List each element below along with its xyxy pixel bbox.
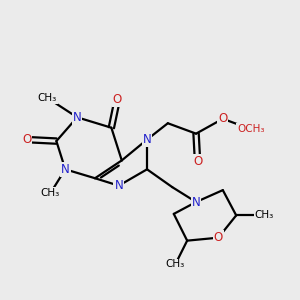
Text: CH₃: CH₃ — [41, 188, 60, 198]
Text: N: N — [114, 179, 123, 192]
Text: O: O — [22, 133, 31, 146]
Text: O: O — [193, 155, 202, 168]
Text: O: O — [218, 112, 227, 125]
Text: N: N — [192, 196, 200, 208]
Text: CH₃: CH₃ — [255, 210, 274, 220]
Text: O: O — [113, 93, 122, 106]
Text: OCH₃: OCH₃ — [237, 124, 265, 134]
Text: N: N — [143, 133, 152, 146]
Text: N: N — [61, 163, 70, 176]
Text: CH₃: CH₃ — [38, 93, 57, 103]
Text: CH₃: CH₃ — [166, 260, 185, 269]
Text: N: N — [73, 111, 82, 124]
Text: O: O — [214, 231, 223, 244]
